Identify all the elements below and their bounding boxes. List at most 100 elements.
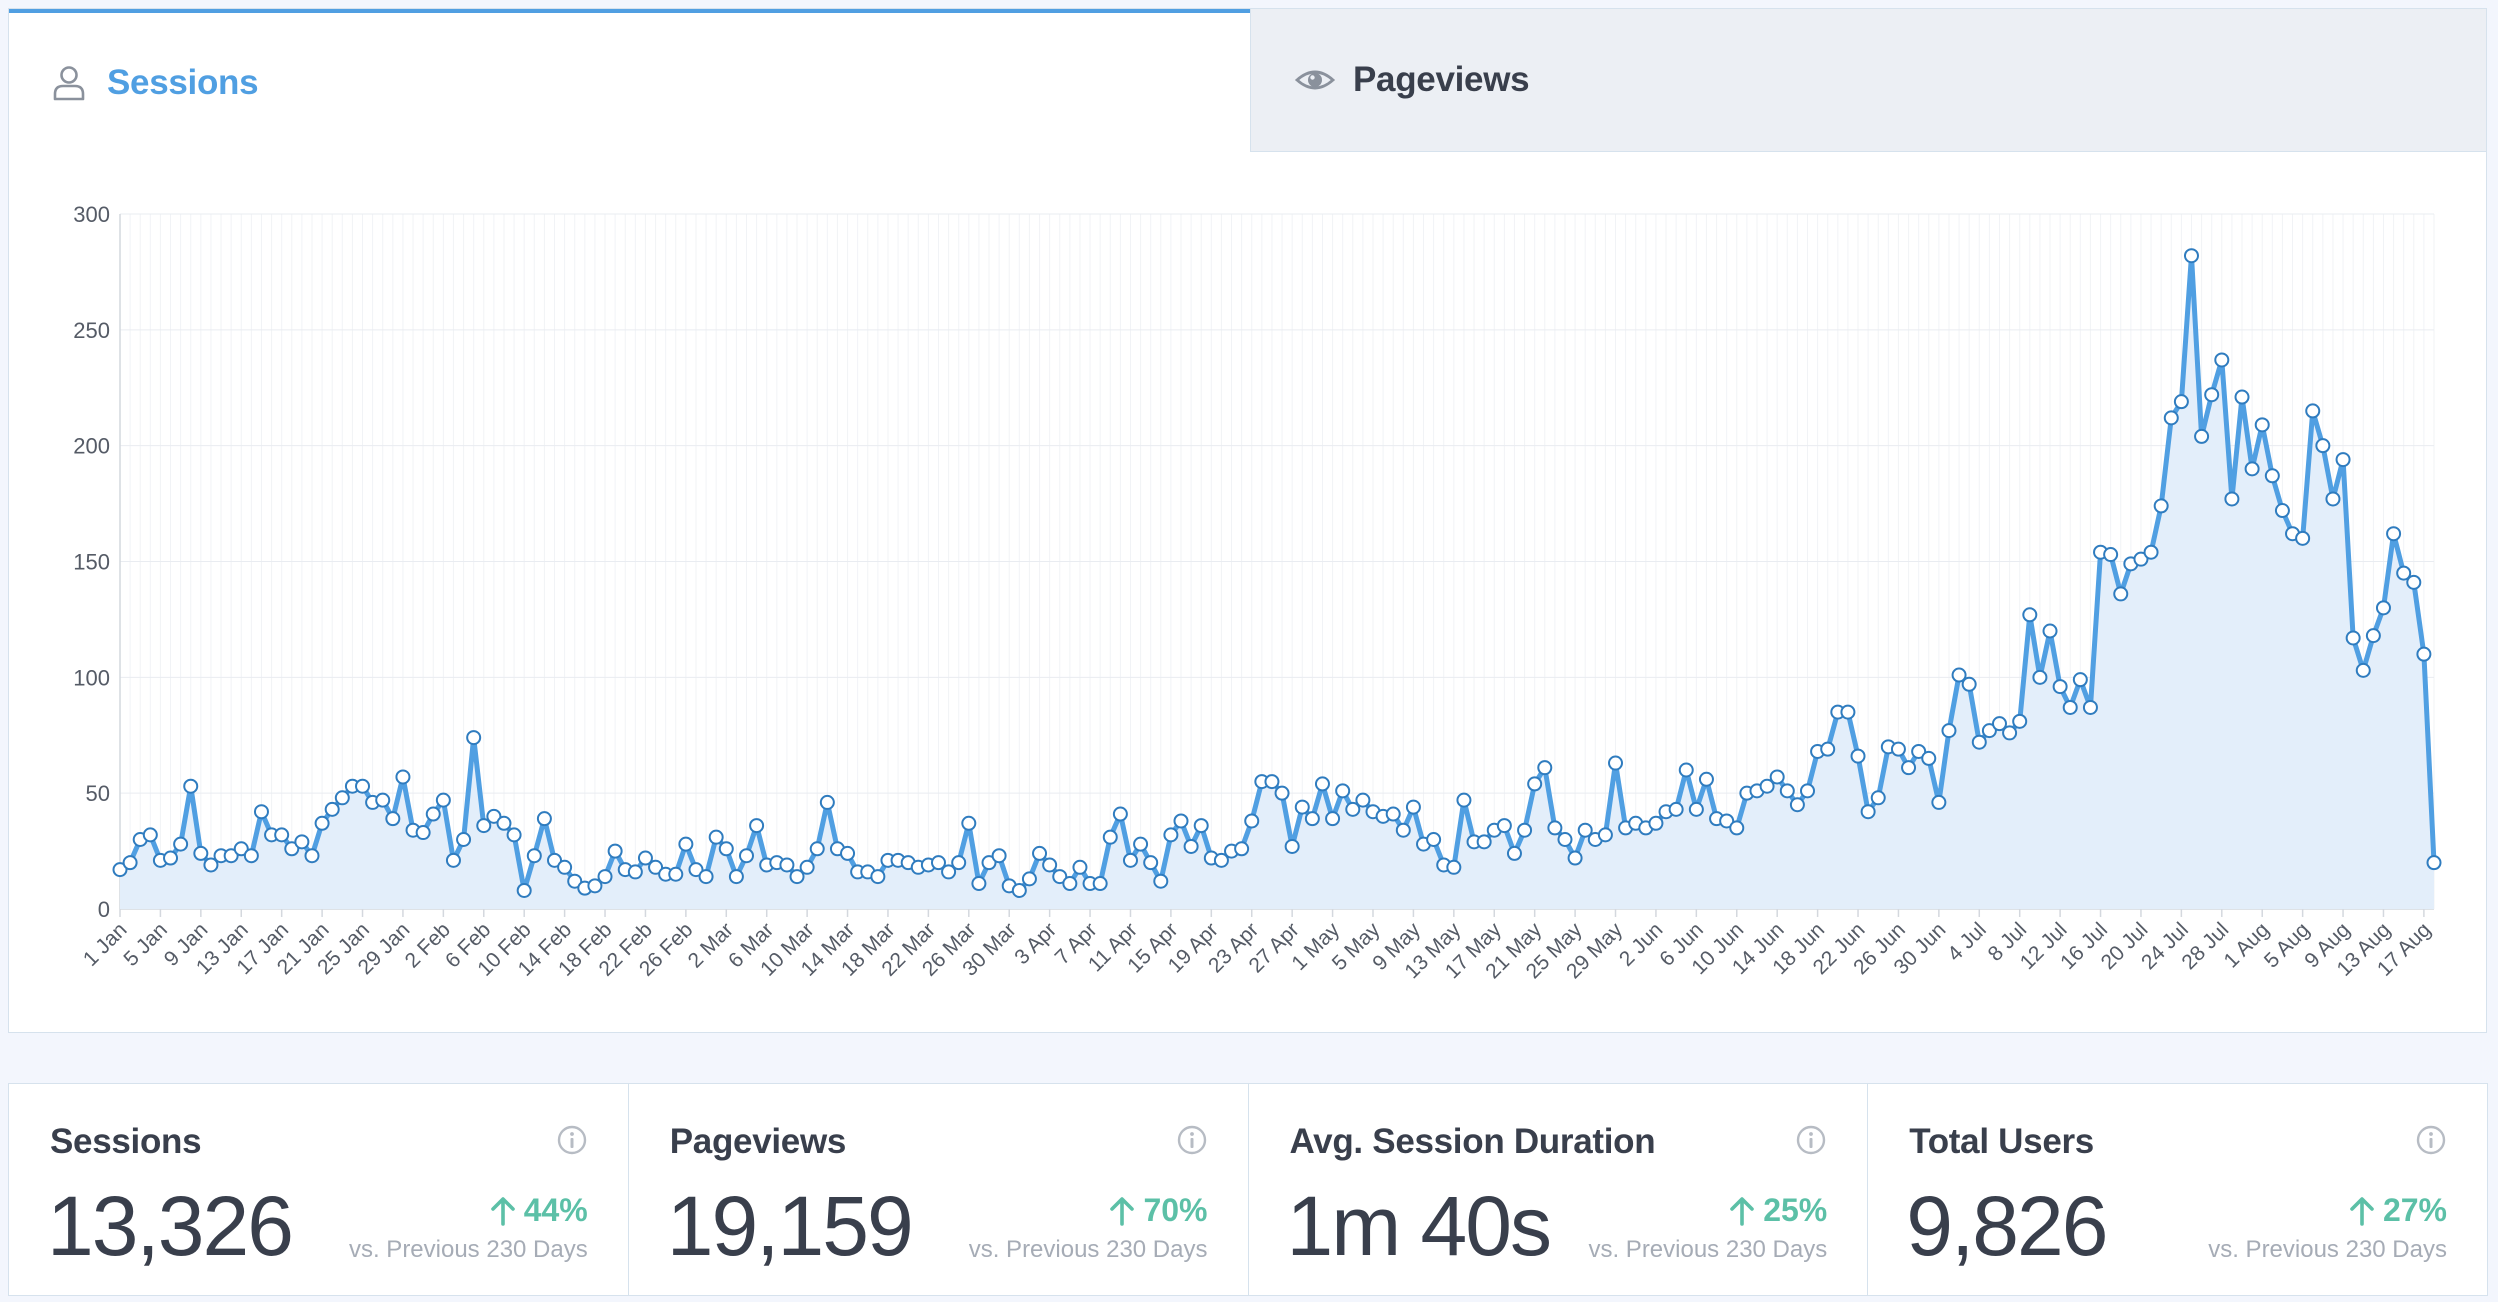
data-point xyxy=(1032,845,1048,861)
data-point xyxy=(1506,845,1522,861)
data-point xyxy=(728,869,744,885)
data-point xyxy=(1577,822,1593,838)
data-point xyxy=(2082,699,2098,715)
info-icon[interactable] xyxy=(1795,1124,1827,1156)
data-point xyxy=(2345,630,2361,646)
data-point xyxy=(496,815,512,831)
data-point xyxy=(1163,827,1179,843)
data-point xyxy=(627,864,643,880)
data-point xyxy=(678,836,694,852)
data-point xyxy=(1850,748,1866,764)
data-point xyxy=(637,850,653,866)
data-point xyxy=(2002,725,2018,741)
stat-value: 1m 40s xyxy=(1286,1179,1552,1273)
data-point xyxy=(2335,452,2351,468)
data-point xyxy=(981,855,997,871)
data-point xyxy=(1931,794,1947,810)
data-point xyxy=(1941,723,1957,739)
data-point xyxy=(1133,836,1149,852)
data-point xyxy=(547,852,563,868)
data-point xyxy=(648,859,664,875)
data-point xyxy=(587,878,603,894)
info-icon[interactable] xyxy=(556,1124,588,1156)
data-point xyxy=(526,848,542,864)
data-point xyxy=(1476,834,1492,850)
data-point xyxy=(819,794,835,810)
data-point xyxy=(1072,859,1088,875)
data-point xyxy=(1688,801,1704,817)
y-tick-label: 0 xyxy=(98,897,110,922)
data-point xyxy=(870,869,886,885)
data-point xyxy=(930,855,946,871)
data-point xyxy=(1547,820,1563,836)
data-point xyxy=(809,841,825,857)
data-point xyxy=(2416,646,2432,662)
data-point xyxy=(1264,774,1280,790)
data-point xyxy=(122,855,138,871)
stat-title: Pageviews xyxy=(669,1122,847,1161)
stat-compare: vs. Previous 230 Days xyxy=(968,1236,1208,1263)
stat-compare: vs. Previous 230 Days xyxy=(348,1236,588,1263)
data-point xyxy=(334,790,350,806)
data-point xyxy=(961,815,977,831)
data-point xyxy=(243,848,259,864)
data-point xyxy=(445,852,461,868)
tab-sessions[interactable]: Sessions xyxy=(9,9,1250,152)
data-point xyxy=(1426,832,1442,847)
data-point xyxy=(2375,600,2391,616)
data-point xyxy=(476,818,492,834)
y-tick-label: 50 xyxy=(86,781,110,806)
data-point xyxy=(294,834,310,850)
data-point xyxy=(1517,822,1533,838)
user-icon xyxy=(53,65,85,100)
tab-pageviews[interactable]: Pageviews xyxy=(1250,9,2486,152)
data-point xyxy=(1456,792,1472,808)
data-point xyxy=(738,848,754,864)
data-point xyxy=(2012,713,2028,729)
stat-card: Avg. Session Duration 1m 40s 25% vs. Previo… xyxy=(1247,1083,1869,1296)
data-point xyxy=(1042,857,1058,873)
data-point xyxy=(112,862,128,878)
data-point xyxy=(193,845,209,861)
info-icon[interactable] xyxy=(2415,1124,2447,1156)
data-point xyxy=(1062,876,1078,892)
data-point xyxy=(395,769,411,785)
data-point xyxy=(466,730,482,746)
data-point xyxy=(324,801,340,817)
data-point xyxy=(1981,723,1997,739)
data-point xyxy=(1961,676,1977,692)
data-point xyxy=(183,778,199,794)
x-tick-label: 28 Jul xyxy=(2177,918,2233,974)
data-point xyxy=(2234,389,2250,405)
arrow-up-icon xyxy=(1730,1196,1755,1226)
data-point xyxy=(253,804,269,820)
data-point xyxy=(2426,855,2442,871)
data-point xyxy=(486,808,502,824)
stat-change: 70% xyxy=(1109,1192,1208,1229)
x-tick-label: 5 Aug xyxy=(2260,918,2314,972)
data-point xyxy=(1890,741,1906,757)
data-point xyxy=(1234,841,1250,857)
data-point xyxy=(1971,734,1987,750)
data-point xyxy=(1294,799,1310,815)
data-point xyxy=(1173,813,1189,829)
data-point xyxy=(385,811,401,827)
data-point xyxy=(1820,741,1836,757)
data-point xyxy=(355,778,371,794)
data-point xyxy=(2173,394,2189,410)
stats-row: Sessions 13,326 44% vs. Previous 230 Days Pa… xyxy=(8,1083,2488,1296)
data-point xyxy=(1759,778,1775,794)
data-point xyxy=(718,841,734,857)
data-point xyxy=(1021,871,1037,887)
data-point xyxy=(1183,838,1199,854)
data-point xyxy=(1698,771,1714,787)
data-point xyxy=(415,825,431,841)
data-point xyxy=(1345,801,1361,817)
info-icon[interactable] xyxy=(1176,1124,1208,1156)
data-point xyxy=(991,848,1007,864)
data-point xyxy=(840,845,856,861)
data-point xyxy=(2133,551,2149,567)
data-point xyxy=(1800,783,1816,799)
data-point xyxy=(456,832,472,847)
data-point xyxy=(1274,785,1290,801)
